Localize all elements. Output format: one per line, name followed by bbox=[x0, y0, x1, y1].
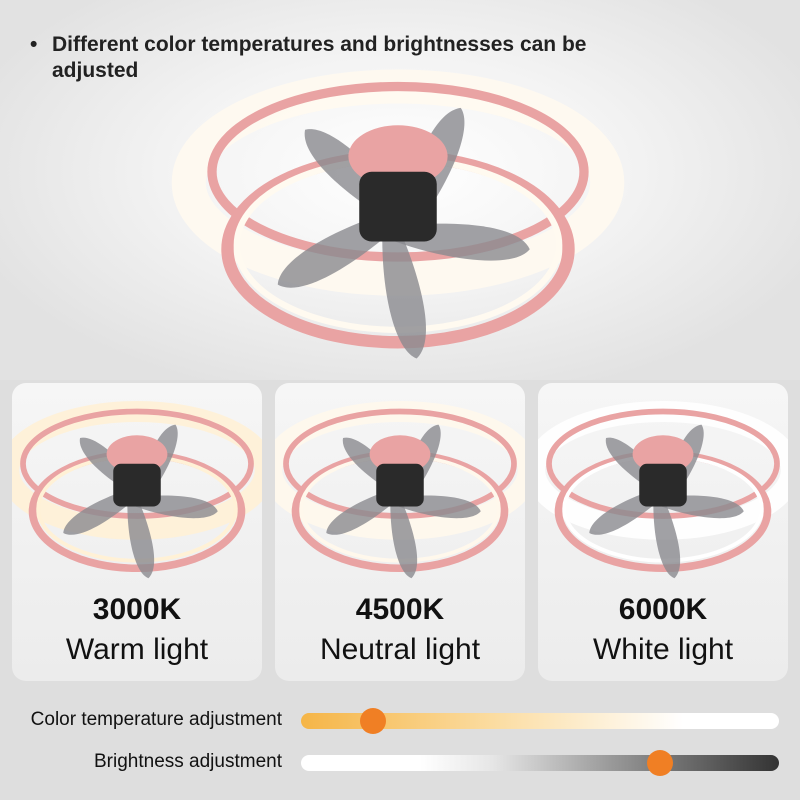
brightness-label: Brightness adjustment bbox=[94, 751, 282, 772]
hero-fan-image bbox=[0, 0, 800, 380]
light-name: Warm light bbox=[65, 633, 209, 666]
mode-card-warm: 3000K Warm light bbox=[12, 383, 262, 681]
mode-card-white: 6000K White light bbox=[538, 383, 788, 681]
color-temperature-label: Color temperature adjustment bbox=[30, 709, 282, 730]
ceiling-fan-image bbox=[12, 401, 262, 579]
headline: • Different color temperatures and brigh… bbox=[30, 32, 670, 84]
kelvin-label: 6000K bbox=[618, 593, 708, 626]
ceiling-fan-image bbox=[275, 401, 525, 579]
headline-text: Different color temperatures and brightn… bbox=[52, 33, 587, 82]
brightness-thumb[interactable] bbox=[646, 750, 673, 776]
ceiling-fan-illustration bbox=[171, 69, 625, 359]
light-name: White light bbox=[592, 633, 734, 666]
kelvin-label: 3000K bbox=[92, 593, 182, 626]
kelvin-label: 4500K bbox=[355, 593, 445, 626]
mode-card-neutral: 4500K Neutral light bbox=[275, 383, 525, 681]
ceiling-fan-image bbox=[538, 401, 788, 579]
light-name: Neutral light bbox=[319, 633, 481, 666]
color-temperature-thumb[interactable] bbox=[359, 708, 386, 734]
bullet: • bbox=[30, 33, 38, 56]
color-temperature-slider[interactable] bbox=[301, 708, 779, 734]
brightness-slider[interactable] bbox=[301, 750, 779, 776]
